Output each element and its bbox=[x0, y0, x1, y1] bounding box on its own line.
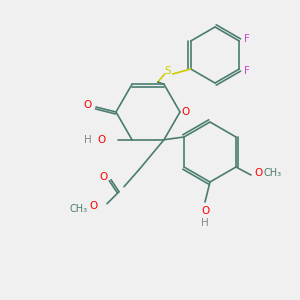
Text: O: O bbox=[181, 107, 189, 117]
Text: F: F bbox=[244, 66, 250, 76]
Text: O: O bbox=[201, 206, 209, 216]
Text: O: O bbox=[99, 172, 107, 182]
Text: H: H bbox=[84, 135, 92, 145]
Text: F: F bbox=[244, 34, 250, 44]
Text: O: O bbox=[255, 168, 263, 178]
Text: CH₃: CH₃ bbox=[264, 168, 282, 178]
Text: S: S bbox=[164, 66, 171, 76]
Text: CH₃: CH₃ bbox=[70, 204, 88, 214]
Text: O: O bbox=[98, 135, 106, 145]
Text: O: O bbox=[89, 201, 97, 211]
Text: H: H bbox=[201, 218, 209, 228]
Text: O: O bbox=[84, 100, 92, 110]
